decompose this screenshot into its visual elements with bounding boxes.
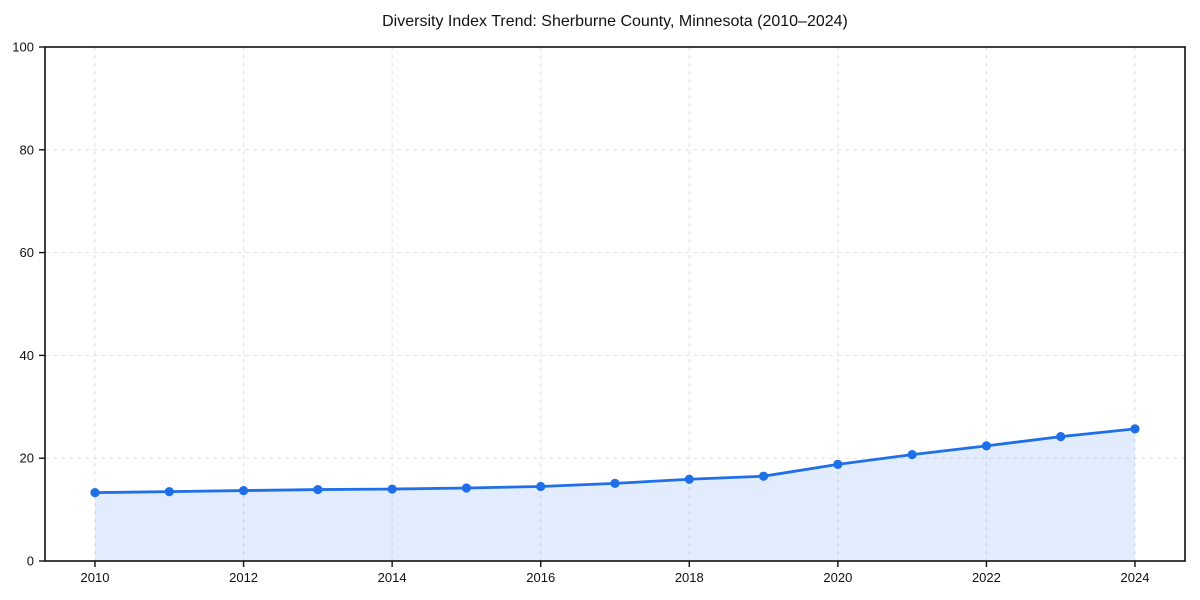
data-point <box>758 471 769 481</box>
data-point <box>1056 432 1066 442</box>
data-point <box>610 478 620 488</box>
data-point <box>907 450 917 460</box>
area-fill <box>95 428 1135 561</box>
x-tick-label: 2020 <box>823 570 852 585</box>
data-point <box>461 483 472 493</box>
y-tick-label: 20 <box>20 451 34 466</box>
data-point <box>313 484 323 495</box>
data-point <box>238 485 249 496</box>
x-tick-label: 2022 <box>972 570 1001 585</box>
plot-border <box>44 46 1186 562</box>
y-tick-label: 0 <box>27 554 34 569</box>
data-point <box>90 488 100 498</box>
chart-title: Diversity Index Trend: Sherburne County,… <box>382 13 848 30</box>
data-point <box>833 459 843 469</box>
x-tick-label: 2016 <box>526 570 555 585</box>
x-tick-label: 2012 <box>229 570 258 585</box>
data-point <box>387 484 397 494</box>
y-tick-label: 100 <box>12 40 34 55</box>
data-point <box>164 487 174 497</box>
x-tick-label: 2018 <box>675 570 704 585</box>
x-tick-label: 2010 <box>81 570 110 585</box>
x-tick-label: 2014 <box>378 570 407 585</box>
x-tick-label: 2024 <box>1121 570 1150 585</box>
y-tick-label: 60 <box>20 245 34 260</box>
data-point <box>684 474 694 484</box>
data-point <box>981 441 992 451</box>
y-tick-label: 40 <box>20 348 34 363</box>
data-point <box>1130 424 1140 434</box>
data-point <box>536 481 546 492</box>
y-tick-label: 80 <box>20 142 34 157</box>
